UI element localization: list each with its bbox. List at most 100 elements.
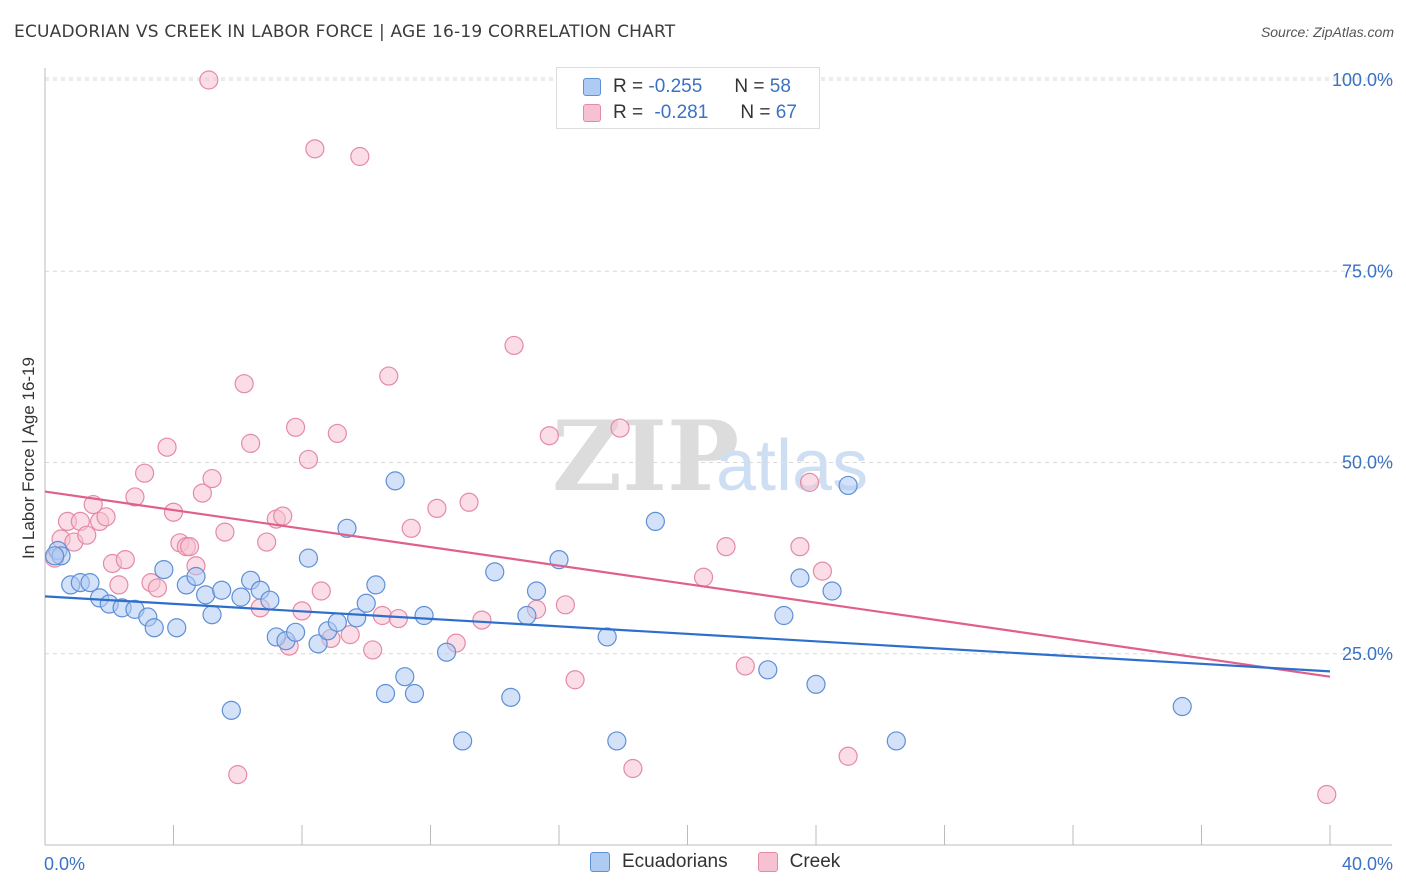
creek-point	[693, 567, 714, 587]
ecuadorian-point	[645, 511, 665, 532]
creek-point	[125, 487, 145, 507]
legend-swatch-pink	[583, 104, 601, 122]
ecuadorian-point	[838, 475, 858, 496]
creek-point	[340, 625, 360, 645]
y-tick-label: 25.0%	[1342, 644, 1393, 664]
creek-point	[504, 335, 524, 356]
creek-points	[45, 70, 1337, 805]
creek-point	[115, 550, 135, 570]
ecuadorian-point	[144, 618, 164, 638]
ecuadorian-point	[327, 612, 347, 632]
creek-point	[192, 483, 213, 503]
creek-point	[623, 758, 643, 779]
stats-legend: R = -0.255 N = 58 R = -0.281 N = 67	[556, 67, 820, 129]
ecuadorian-point	[607, 731, 627, 751]
creek-point	[147, 578, 168, 598]
ecuadorian-point	[485, 562, 505, 582]
creek-point	[388, 608, 408, 629]
ecuadorian-point	[375, 683, 396, 704]
legend-r-value: -0.255	[648, 76, 703, 97]
legend-row-ecuadorians: R = -0.255 N = 58	[583, 74, 791, 100]
ecuadorians-trend-line	[44, 595, 1331, 673]
ecuadorian-point	[395, 667, 415, 687]
ecuadorian-point	[886, 731, 906, 751]
creek-point	[273, 506, 293, 526]
y-tick-label: 100.0%	[1332, 70, 1393, 90]
ecuadorian-point	[526, 581, 547, 601]
creek-point	[285, 417, 306, 437]
watermark: ZIP atlas	[552, 400, 868, 513]
ecuadorian-point	[260, 590, 280, 610]
legend-row-creek: R = -0.281 N = 67	[583, 100, 797, 126]
creek-point	[241, 433, 261, 453]
ecuadorian-point	[758, 660, 778, 680]
x-tick-label: 40.0%	[1342, 854, 1393, 874]
ecuadorian-point	[80, 573, 100, 593]
legend-n-label: N =	[740, 102, 771, 123]
ecuadorian-point	[501, 687, 521, 707]
ecuadorian-point	[298, 548, 319, 568]
ecuadorian-point	[790, 568, 810, 588]
ecuadorian-point	[822, 581, 842, 601]
creek-point	[716, 537, 736, 557]
legend-label-creek: Creek	[789, 851, 841, 872]
creek-point	[228, 765, 248, 785]
creek-point	[790, 537, 810, 557]
creek-point	[459, 492, 479, 512]
creek-point	[179, 537, 200, 557]
ecuadorian-point	[356, 593, 376, 613]
creek-point	[565, 670, 585, 690]
chart-title: ECUADORIAN VS CREEK IN LABOR FORCE | AGE…	[14, 22, 676, 42]
creek-point	[202, 468, 222, 489]
legend-swatch-creek	[757, 852, 778, 872]
ecuadorian-point	[308, 634, 328, 654]
creek-point	[472, 610, 492, 630]
ecuadorian-point	[774, 605, 794, 626]
ecuadorian-point	[404, 683, 425, 704]
grid-layer	[45, 77, 1392, 655]
ecuadorian-point	[337, 518, 357, 538]
creek-point	[234, 374, 254, 394]
creek-point	[199, 70, 219, 90]
ecuadorian-point	[366, 575, 386, 595]
ecuadorian-point	[154, 559, 174, 580]
creek-point	[363, 640, 383, 660]
creek-point	[610, 418, 630, 438]
tick-labels: 25.0% 50.0% 75.0% 100.0% 0.0% 40.0%	[44, 70, 1393, 874]
creek-point	[109, 575, 129, 595]
legend-r-label: R =	[613, 76, 644, 97]
ecuadorian-point	[202, 605, 222, 625]
ecuadorian-point	[167, 618, 187, 638]
legend-item-creek[interactable]: Creek	[757, 851, 841, 873]
legend-r-label: R =	[613, 102, 644, 123]
creek-point	[257, 532, 277, 552]
legend-n-value: 58	[769, 76, 791, 97]
legend-item-ecuadorians[interactable]: Ecuadorians	[590, 851, 728, 873]
ecuadorian-point	[45, 546, 65, 566]
creek-point	[812, 561, 833, 581]
creek-point	[379, 366, 399, 386]
creek-point	[298, 449, 319, 470]
ecuadorian-point	[436, 642, 457, 662]
creek-point	[1317, 784, 1337, 805]
creek-point	[163, 502, 184, 522]
trend-lines	[44, 490, 1331, 678]
legend-swatch-blue	[583, 78, 601, 96]
creek-point	[305, 139, 325, 159]
ecuadorian-point	[597, 627, 617, 647]
creek-point	[427, 498, 447, 518]
ecuadorian-point	[196, 585, 216, 605]
creek-point	[134, 463, 155, 483]
ecuadorian-point	[285, 622, 306, 642]
creek-point	[327, 423, 347, 444]
creek-point	[735, 656, 755, 676]
creek-point	[311, 581, 331, 601]
ecuadorian-point	[453, 731, 473, 751]
creek-point	[350, 146, 370, 167]
creek-point	[157, 437, 177, 457]
watermark-zip: ZIP	[552, 400, 739, 513]
ecuadorians-points	[45, 471, 1192, 751]
ecuadorian-point	[385, 471, 405, 491]
y-tick-label: 75.0%	[1342, 261, 1393, 281]
creek-point	[799, 472, 820, 492]
